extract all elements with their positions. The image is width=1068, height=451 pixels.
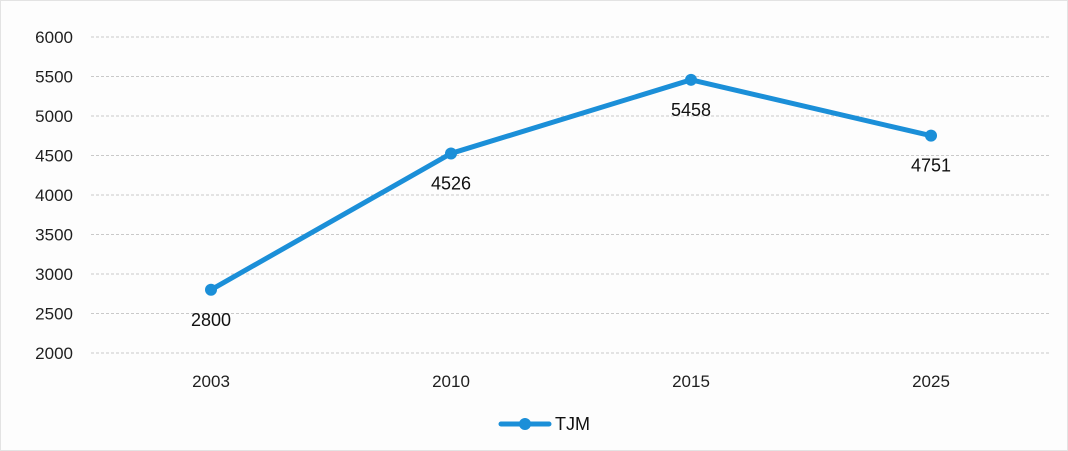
series-line [208, 77, 934, 293]
y-tick-label: 6000 [35, 28, 73, 47]
gridlines [91, 36, 1051, 354]
data-label: 4526 [431, 173, 471, 193]
series-tjm [205, 73, 937, 296]
data-point[interactable] [205, 283, 217, 296]
data-point[interactable] [685, 73, 697, 86]
data-labels: 2800 4526 5458 4751 [191, 100, 951, 330]
x-tick-label: 2010 [432, 372, 470, 391]
x-axis-ticks: 2003 2010 2015 2025 [192, 372, 950, 391]
y-tick-label: 4500 [35, 147, 73, 166]
data-point[interactable] [445, 147, 457, 160]
data-label: 5458 [671, 100, 711, 120]
y-tick-label: 3000 [35, 265, 73, 284]
legend[interactable]: TJM [498, 414, 590, 434]
y-tick-label: 2500 [35, 305, 73, 324]
y-tick-label: 2000 [35, 344, 73, 363]
x-tick-label: 2025 [912, 372, 950, 391]
data-label: 4751 [911, 156, 951, 176]
x-tick-label: 2015 [672, 372, 710, 391]
y-tick-label: 4000 [35, 186, 73, 205]
legend-label: TJM [555, 414, 590, 434]
x-tick-label: 2003 [192, 372, 230, 391]
y-tick-label: 3500 [35, 226, 73, 245]
data-label: 2800 [191, 310, 231, 330]
y-tick-label: 5500 [35, 68, 73, 87]
y-axis-ticks: 6000 5500 5000 4500 4000 3500 3000 2500 2000 [35, 28, 73, 363]
legend-point-marker [519, 418, 531, 430]
y-tick-label: 5000 [35, 107, 73, 126]
data-point[interactable] [925, 129, 937, 142]
